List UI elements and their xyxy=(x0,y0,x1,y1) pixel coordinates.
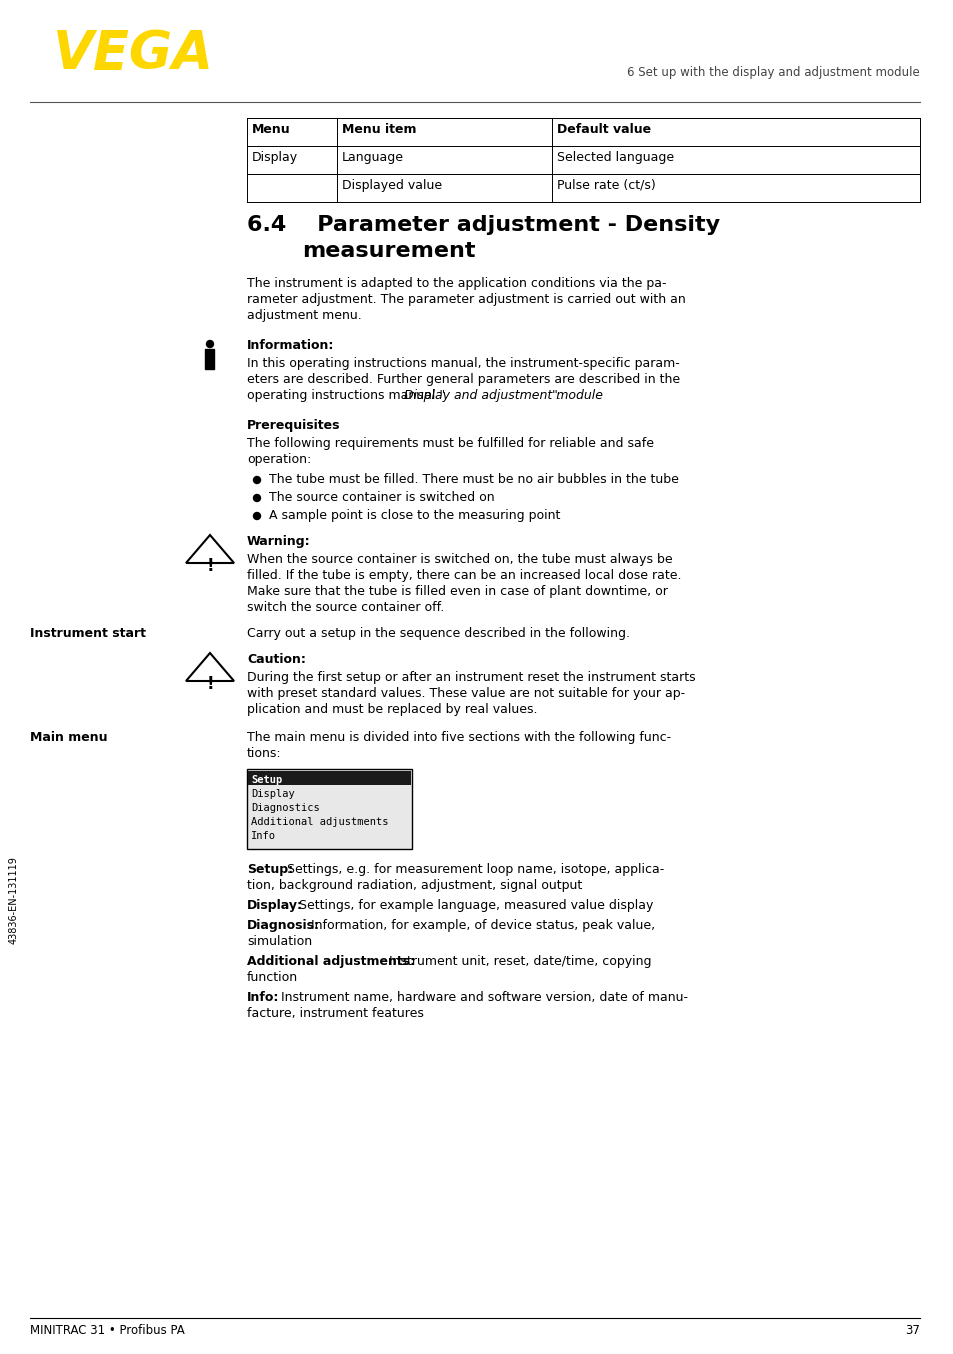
Text: Menu: Menu xyxy=(252,123,291,135)
Text: Settings, for example language, measured value display: Settings, for example language, measured… xyxy=(294,899,653,913)
Text: simulation: simulation xyxy=(247,936,312,948)
Text: !: ! xyxy=(206,556,213,575)
Text: Display: Display xyxy=(252,152,297,164)
Text: Carry out a setup in the sequence described in the following.: Carry out a setup in the sequence descri… xyxy=(247,627,629,640)
Circle shape xyxy=(253,494,260,501)
Text: Pulse rate (ct/s): Pulse rate (ct/s) xyxy=(557,179,655,192)
Text: eters are described. Further general parameters are described in the: eters are described. Further general par… xyxy=(247,372,679,386)
Text: Instrument name, hardware and software version, date of manu-: Instrument name, hardware and software v… xyxy=(276,991,687,1005)
Text: facture, instrument features: facture, instrument features xyxy=(247,1007,423,1020)
Text: The instrument is adapted to the application conditions via the pa-: The instrument is adapted to the applica… xyxy=(247,278,666,290)
Text: The following requirements must be fulfilled for reliable and safe: The following requirements must be fulfi… xyxy=(247,437,654,450)
Text: During the first setup or after an instrument reset the instrument starts: During the first setup or after an instr… xyxy=(247,672,695,684)
Text: measurement: measurement xyxy=(302,241,475,261)
Text: Information:: Information: xyxy=(247,338,334,352)
Circle shape xyxy=(253,477,260,483)
Text: 43836-EN-131119: 43836-EN-131119 xyxy=(9,856,19,944)
Text: Display and adjustment module: Display and adjustment module xyxy=(404,389,603,402)
Text: !: ! xyxy=(206,676,213,693)
Text: filled. If the tube is empty, there can be an increased local dose rate.: filled. If the tube is empty, there can … xyxy=(247,569,680,582)
Text: tion, background radiation, adjustment, signal output: tion, background radiation, adjustment, … xyxy=(247,879,581,892)
Text: Instrument start: Instrument start xyxy=(30,627,146,640)
Text: Additional adjustments:: Additional adjustments: xyxy=(247,955,415,968)
Text: Default value: Default value xyxy=(557,123,651,135)
Bar xyxy=(248,770,411,785)
Text: Info: Info xyxy=(251,831,275,841)
Text: Setup:: Setup: xyxy=(247,862,293,876)
Text: MINITRAC 31 • Profibus PA: MINITRAC 31 • Profibus PA xyxy=(30,1324,185,1336)
Text: Diagnostics: Diagnostics xyxy=(251,803,319,812)
Text: Setup: Setup xyxy=(251,774,282,785)
Text: ".: ". xyxy=(551,389,561,402)
Text: Information, for example, of device status, peak value,: Information, for example, of device stat… xyxy=(307,919,655,932)
Text: 6 Set up with the display and adjustment module: 6 Set up with the display and adjustment… xyxy=(626,66,919,79)
Text: 6.4    Parameter adjustment - Density: 6.4 Parameter adjustment - Density xyxy=(247,215,720,236)
Circle shape xyxy=(253,513,260,520)
Text: Caution:: Caution: xyxy=(247,653,306,666)
Text: The source container is switched on: The source container is switched on xyxy=(269,492,494,504)
Text: Selected language: Selected language xyxy=(557,152,674,164)
Text: 37: 37 xyxy=(904,1324,919,1336)
Text: Diagnosis:: Diagnosis: xyxy=(247,919,319,932)
Text: Language: Language xyxy=(341,152,403,164)
Text: Make sure that the tube is filled even in case of plant downtime, or: Make sure that the tube is filled even i… xyxy=(247,585,667,598)
Text: rameter adjustment. The parameter adjustment is carried out with an: rameter adjustment. The parameter adjust… xyxy=(247,292,685,306)
Text: Settings, e.g. for measurement loop name, isotope, applica-: Settings, e.g. for measurement loop name… xyxy=(283,862,663,876)
Text: When the source container is switched on, the tube must always be: When the source container is switched on… xyxy=(247,552,672,566)
Text: Menu item: Menu item xyxy=(341,123,416,135)
Text: adjustment menu.: adjustment menu. xyxy=(247,309,361,322)
Text: A sample point is close to the measuring point: A sample point is close to the measuring… xyxy=(269,509,559,523)
Text: Additional adjustments: Additional adjustments xyxy=(251,816,388,827)
Text: In this operating instructions manual, the instrument-specific param-: In this operating instructions manual, t… xyxy=(247,357,679,370)
Text: Info:: Info: xyxy=(247,991,279,1005)
Text: The tube must be filled. There must be no air bubbles in the tube: The tube must be filled. There must be n… xyxy=(269,473,679,486)
Bar xyxy=(247,769,412,849)
Text: with preset standard values. These value are not suitable for your ap-: with preset standard values. These value… xyxy=(247,686,684,700)
Text: operating instructions manual ": operating instructions manual " xyxy=(247,389,445,402)
Text: Instrument unit, reset, date/time, copying: Instrument unit, reset, date/time, copyi… xyxy=(385,955,651,968)
Text: The main menu is divided into five sections with the following func-: The main menu is divided into five secti… xyxy=(247,731,670,743)
Text: Prerequisites: Prerequisites xyxy=(247,418,340,432)
Text: Warning:: Warning: xyxy=(247,535,311,548)
Circle shape xyxy=(206,340,213,348)
Text: function: function xyxy=(247,971,297,984)
Text: Display:: Display: xyxy=(247,899,303,913)
Bar xyxy=(205,349,214,370)
Text: switch the source container off.: switch the source container off. xyxy=(247,601,444,613)
Text: Main menu: Main menu xyxy=(30,731,108,743)
Text: Displayed value: Displayed value xyxy=(341,179,441,192)
Text: tions:: tions: xyxy=(247,747,281,760)
Text: VEGA: VEGA xyxy=(53,28,213,80)
Text: Display: Display xyxy=(251,789,294,799)
Text: operation:: operation: xyxy=(247,454,311,466)
Text: plication and must be replaced by real values.: plication and must be replaced by real v… xyxy=(247,703,537,716)
